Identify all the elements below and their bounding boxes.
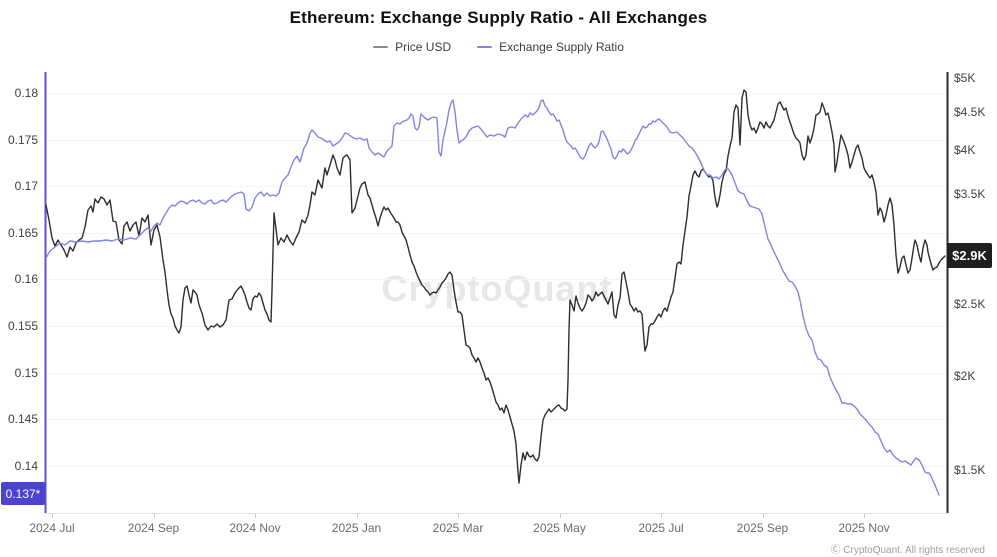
x-axis-tick-label: 2025 Sep [736,521,789,535]
x-axis-tick-label: 2025 Mar [432,521,484,535]
x-axis-tick-label: 2025 Nov [838,521,890,535]
x-axis-tick-label: 2024 Jul [29,521,75,535]
supply-ratio-last-value-badge: 0.137* [1,482,45,506]
legend-item-price-usd[interactable]: Price USD [373,40,451,54]
page-title: Ethereum: Exchange Supply Ratio - All Ex… [289,8,708,27]
x-axis-tick-label: 2025 Jul [638,521,684,535]
y-axis-left-tick-label: 0.145 [7,412,38,427]
y-axis-right-tick-label: $3.5K [954,186,986,201]
y-axis-left-tick-label: 0.165 [7,225,38,240]
price-usd-line-swatch-icon [373,46,389,48]
y-axis-left-tick-label: 0.155 [7,319,38,333]
price-usd-line [45,89,946,484]
y-axis-right-tick-label: $5K [954,70,976,85]
y-axis-left-tick-label: 0.14 [14,458,38,473]
y-axis-left-tick-label: 0.18 [14,86,38,100]
price-last-value-badge: $2.9K [947,242,992,268]
y-axis-right-tick-label: $4K [954,143,976,158]
x-axis-tick-label: 2025 May [533,521,586,535]
x-axis-tick-label: 2024 Sep [127,521,180,535]
y-axis-left-tick-label: 0.175 [7,132,38,147]
chart-legend: Price USD Exchange Supply Ratio [0,40,997,54]
x-axis-tick-label: 2024 Nov [229,521,281,535]
y-axis-right-tick-label: $4.5K [954,105,986,120]
x-axis-tick-label: 2025 Jan [331,521,382,535]
y-axis-right-tick-label: $2K [954,369,976,384]
legend-label-price-usd: Price USD [395,40,452,54]
copyright-footer: Ⓒ CryptoQuant. All rights reserved [830,545,985,556]
exchange-supply-ratio-line [45,99,940,496]
y-axis-left-tick-label: 0.16 [14,272,38,287]
y-axis-left-tick-label: 0.15 [14,365,38,380]
legend-item-exchange-supply-ratio[interactable]: Exchange Supply Ratio [477,40,624,54]
y-axis-right-tick-label: $2.5K [954,296,986,311]
supply-ratio-line-swatch-icon [477,46,493,48]
y-axis-right-tick-label: $1.5K [954,462,986,477]
y-axis-left-tick-label: 0.17 [14,179,38,194]
legend-label-exchange-supply-ratio: Exchange Supply Ratio [499,40,624,54]
